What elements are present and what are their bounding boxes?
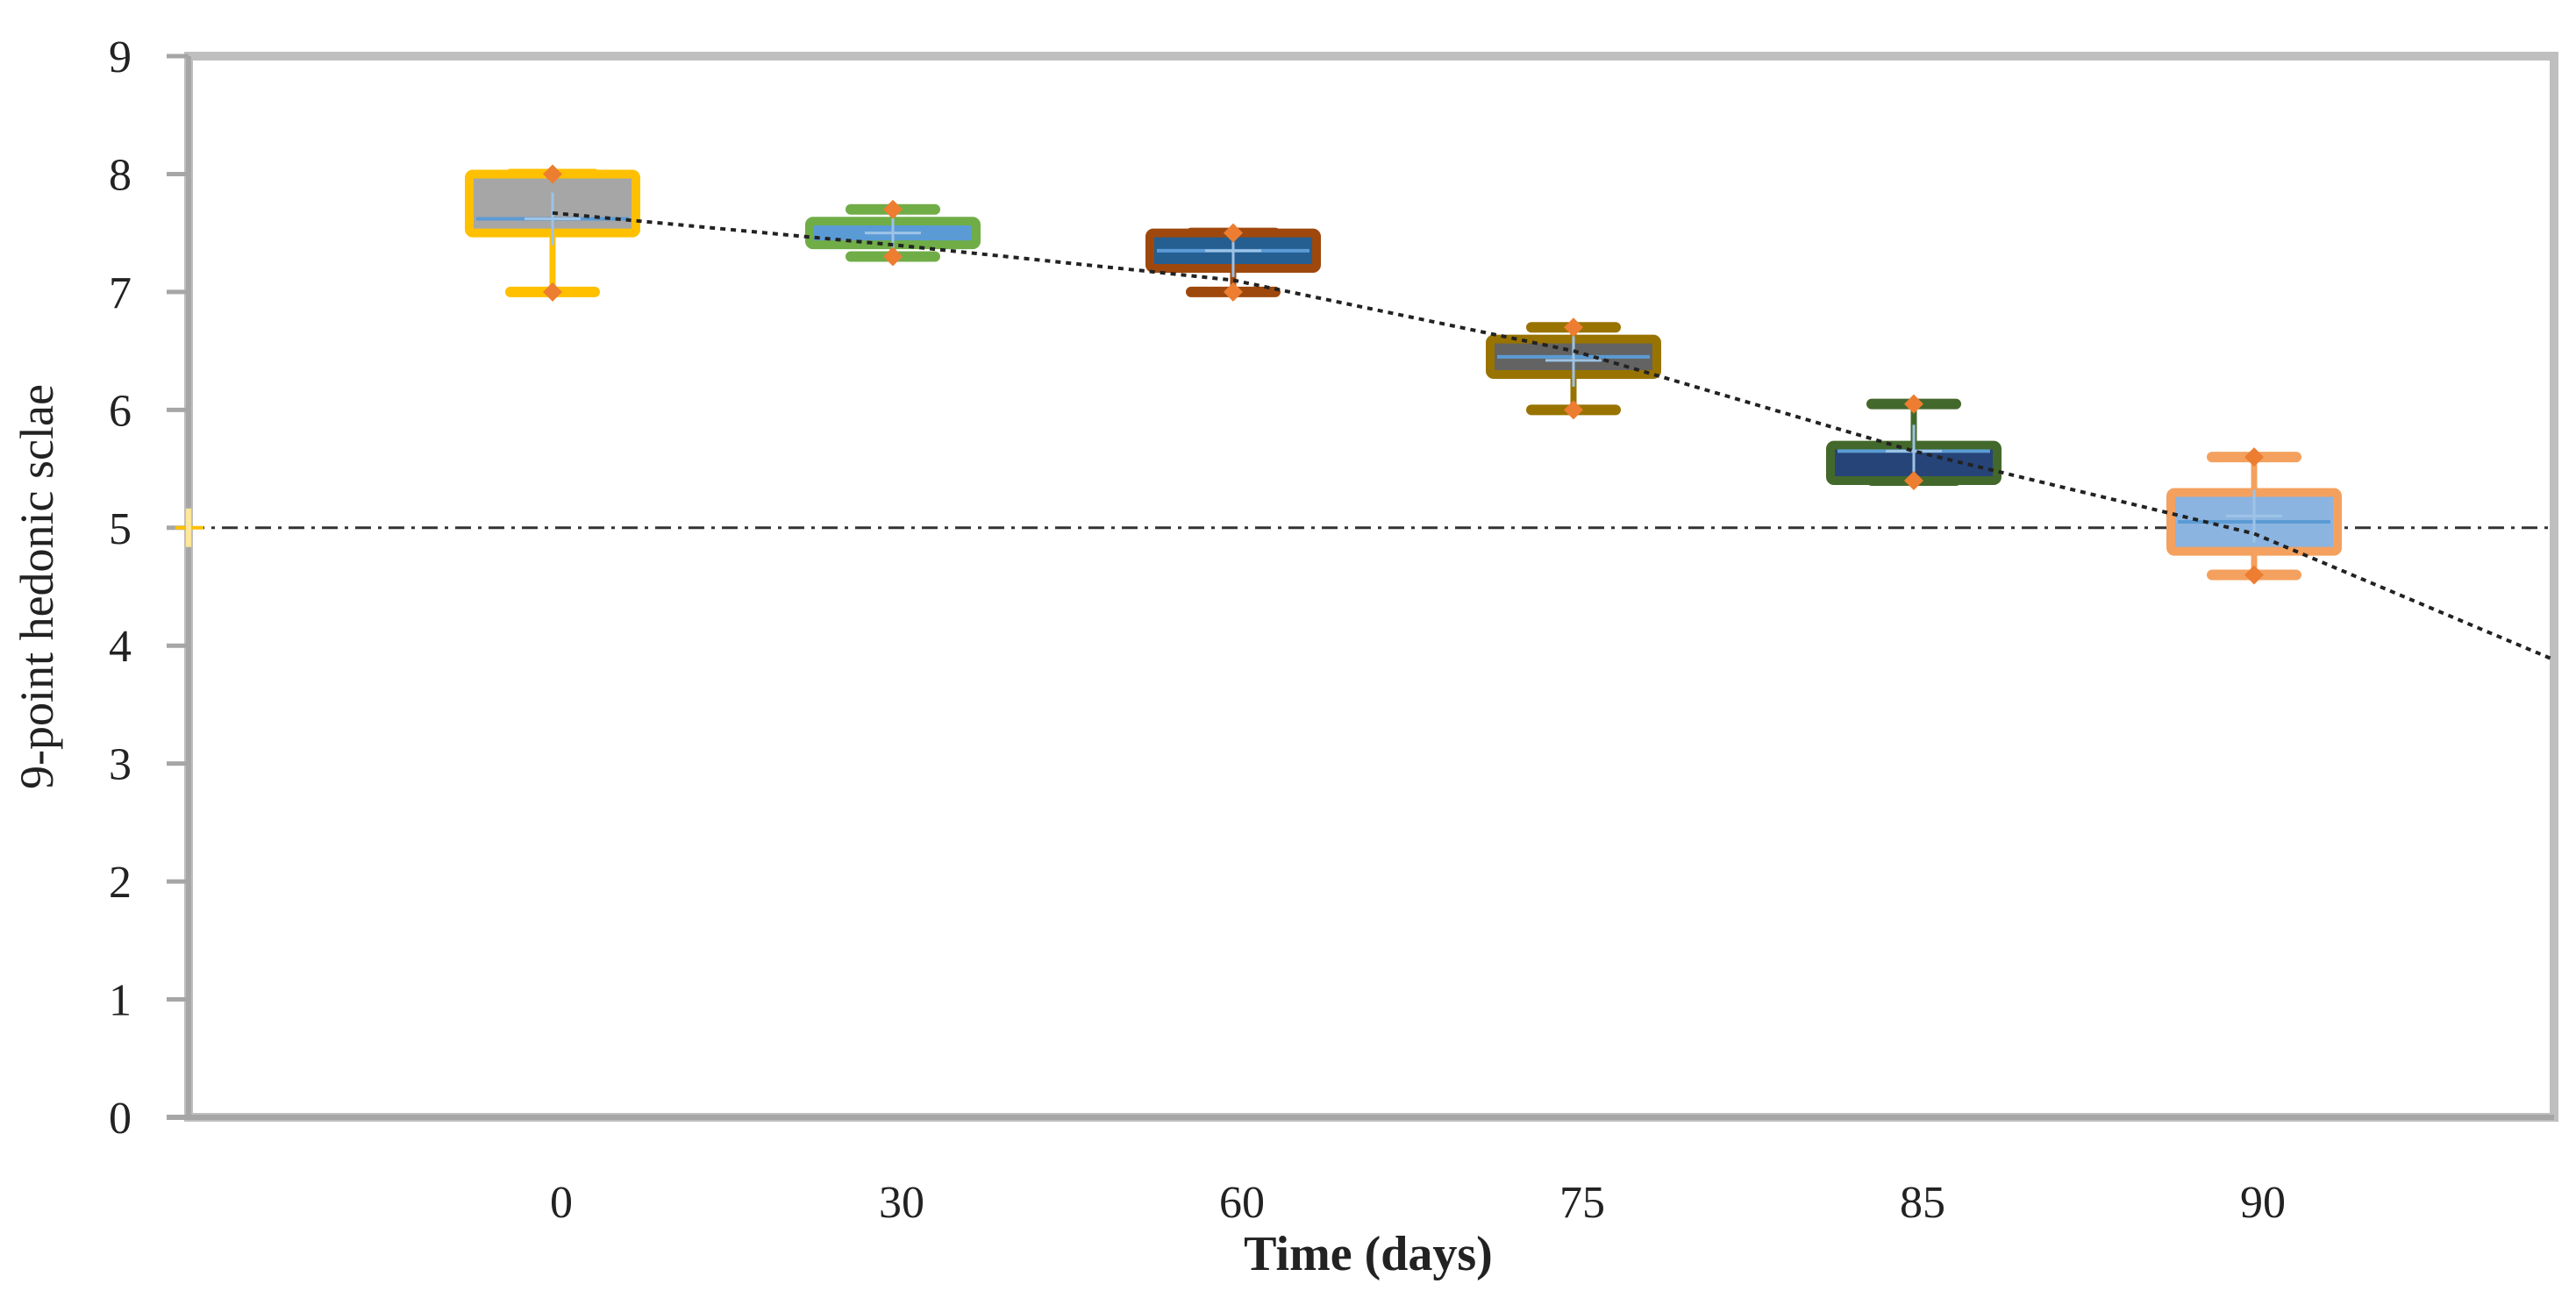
y-tick-label: 7: [109, 268, 132, 318]
y-tick-label: 1: [109, 976, 132, 1026]
y-tick-label: 8: [109, 150, 132, 200]
box-30: [805, 199, 981, 267]
y-axis-title: 9-point hedonic sclae: [11, 384, 63, 789]
box-min-point: [2244, 565, 2264, 585]
x-axis-title: Time (days): [1244, 1227, 1493, 1281]
y-tick-label: 6: [109, 386, 132, 436]
box-min-point: [1224, 282, 1243, 302]
box-min-point: [1904, 471, 1923, 490]
box-max-point: [1564, 317, 1583, 338]
box-0: [465, 164, 640, 302]
box-60: [1145, 223, 1321, 302]
y-tick-label: 5: [109, 504, 132, 554]
box-max-point: [883, 199, 903, 219]
box-min-point: [1564, 400, 1583, 420]
box-75: [1486, 317, 1661, 420]
x-axis-ticks: 0 30 60 75 85 90: [550, 1178, 2286, 1228]
y-tick-label: 9: [109, 32, 132, 82]
box-min-point: [543, 282, 562, 302]
box-max-point: [543, 164, 562, 184]
box-90: [2166, 447, 2342, 585]
x-tick-label: 0: [550, 1178, 573, 1228]
box-max-point: [2244, 447, 2264, 467]
y-axis-ticks: 0 1 2 3 4 5 6 7 8 9: [109, 32, 189, 1144]
x-tick-label: 85: [1900, 1178, 1945, 1228]
trendline-group: [552, 210, 2555, 662]
x-tick-label: 90: [2240, 1178, 2286, 1228]
y-tick-label: 2: [109, 858, 132, 908]
box-series: [465, 164, 2342, 585]
reference-line-group: [175, 508, 2554, 547]
box-85: [1826, 394, 2002, 490]
box-min-point: [883, 246, 903, 267]
box-max-point: [1224, 223, 1243, 243]
trendline: [552, 210, 2555, 662]
y-tick-label: 0: [109, 1094, 132, 1144]
x-tick-label: 60: [1219, 1178, 1265, 1228]
x-tick-label: 75: [1559, 1178, 1605, 1228]
y-tick-label: 3: [109, 740, 132, 790]
y-tick-label: 4: [109, 622, 132, 672]
x-tick-label: 30: [879, 1178, 924, 1228]
box-max-point: [1904, 394, 1923, 414]
